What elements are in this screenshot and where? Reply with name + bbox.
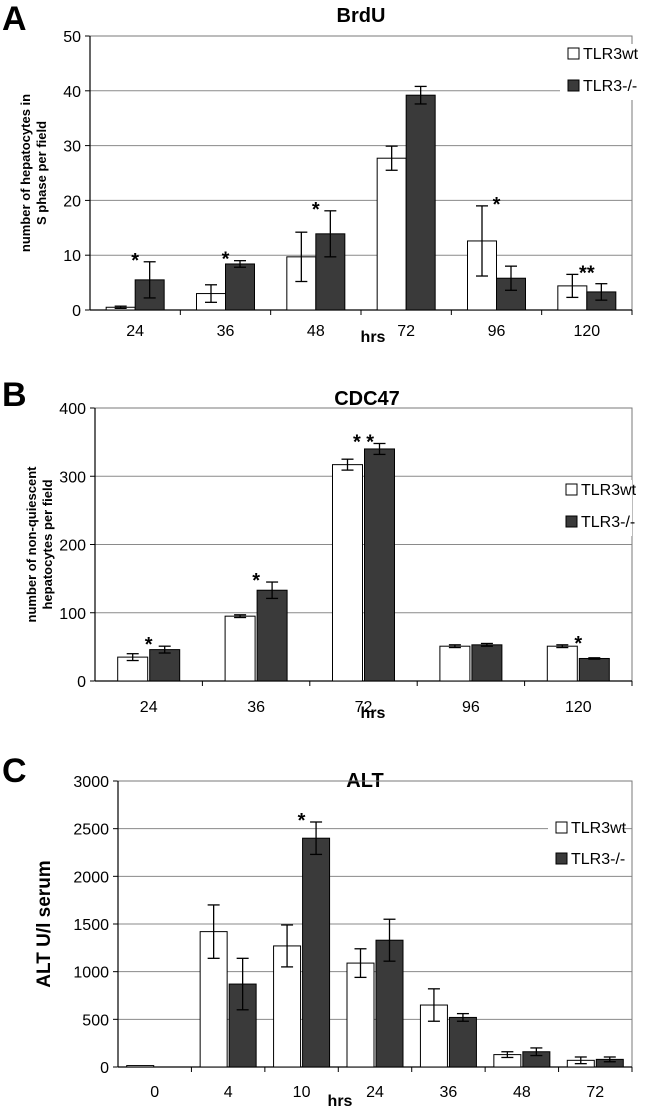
y-axis-label: number of non-quiescenthepatocytes per f…	[24, 466, 55, 623]
legend-swatch	[565, 483, 578, 496]
y-tick-label: 10	[63, 248, 81, 265]
bar-tlr3wt	[546, 645, 578, 682]
bar-tlr3wt	[376, 157, 407, 311]
bar-tlr3wt	[346, 962, 375, 1068]
y-tick-label: 400	[59, 401, 86, 418]
legend-swatch	[567, 79, 580, 92]
bar-tlr3wt	[126, 1065, 155, 1068]
bar-tlr3ko	[405, 94, 436, 311]
x-tick-label: 120	[565, 699, 592, 716]
x-tick-label: 36	[247, 699, 265, 716]
y-tick-label: 2500	[73, 822, 109, 839]
x-tick-label: 24	[140, 699, 158, 716]
chart-b: 0 100 200 300 400 24 * 36 * 72 * * 96 120 * hrs number …	[24, 401, 637, 722]
x-tick-label: 48	[513, 1084, 531, 1101]
y-axis-label: ALT U/l serum	[34, 860, 55, 987]
x-tick-label: 72	[397, 323, 415, 340]
bar-tlr3ko	[471, 644, 503, 682]
y-tick-label: 40	[63, 84, 81, 101]
y-tick-label: 1500	[73, 917, 109, 934]
legend-label: TLR3wt	[583, 46, 639, 63]
x-tick-label: 72	[355, 699, 373, 716]
y-axis-label-line: number of non-quiescent	[24, 466, 39, 623]
legend-swatch	[565, 515, 578, 528]
legend-swatch	[555, 821, 568, 834]
y-axis-label: number of hepatocytes inS phase per fiel…	[18, 94, 49, 252]
significance-marker: *	[131, 250, 139, 272]
significance-marker: **	[579, 262, 595, 284]
x-tick-label: 0	[150, 1084, 159, 1101]
legend-swatch	[567, 47, 580, 60]
chart-title-a: BrdU	[337, 5, 386, 27]
x-tick-label: 10	[293, 1084, 311, 1101]
y-tick-label: 300	[59, 469, 86, 486]
y-tick-label: 1000	[73, 965, 109, 982]
y-tick-label: 200	[59, 538, 86, 555]
chart-title-b: CDC47	[334, 388, 400, 410]
bar-tlr3ko	[302, 837, 331, 1068]
y-tick-label: 0	[100, 1060, 109, 1077]
y-tick-label: 30	[63, 139, 81, 156]
x-tick-label: 36	[217, 323, 235, 340]
x-tick-label: 48	[307, 323, 325, 340]
significance-marker: *	[252, 570, 260, 592]
bar-tlr3wt	[224, 615, 256, 682]
bar-tlr3ko	[448, 1016, 477, 1068]
bar-tlr3ko	[149, 649, 181, 682]
bar-tlr3wt	[332, 464, 363, 682]
y-tick-label: 50	[63, 29, 81, 46]
legend-label: TLR3wt	[571, 820, 627, 837]
y-axis-label-line: hepatocytes per field	[40, 479, 55, 609]
bar-tlr3ko	[256, 589, 288, 682]
panel-letter-c: C	[2, 752, 27, 790]
x-tick-label: 72	[586, 1084, 604, 1101]
y-tick-label: 20	[63, 193, 81, 210]
significance-marker: * *	[353, 431, 374, 453]
panel-letter-a: A	[2, 0, 27, 38]
y-axis-label-line: number of hepatocytes in	[18, 94, 33, 252]
x-tick-label: 24	[366, 1084, 384, 1101]
significance-marker: *	[298, 810, 306, 832]
legend-label: TLR3-/-	[583, 78, 637, 95]
y-axis-label-line: S phase per field	[34, 121, 49, 225]
significance-marker: *	[493, 194, 501, 216]
legend-swatch	[555, 852, 568, 865]
x-tick-label: 96	[462, 699, 480, 716]
chart-c: 0 500 1000 1500 2000 2500 3000 0 4 10 * 24 36 48 72 hrs…	[34, 774, 633, 1110]
x-axis-label: hrs	[361, 329, 386, 346]
y-tick-label: 100	[59, 606, 86, 623]
y-tick-label: 0	[72, 303, 81, 320]
bar-tlr3ko	[225, 263, 255, 311]
y-tick-label: 2000	[73, 869, 109, 886]
x-tick-label: 120	[573, 323, 600, 340]
legend-label: TLR3-/-	[581, 514, 635, 531]
plot-frame	[89, 35, 633, 311]
x-axis-label: hrs	[328, 1093, 353, 1110]
y-tick-label: 3000	[73, 774, 109, 791]
bar-tlr3wt	[439, 645, 471, 682]
significance-marker: *	[222, 249, 230, 271]
x-tick-label: 96	[488, 323, 506, 340]
panel-a: A BrdU 0 10 20 30 40 50 24 * 36 * 48 * 72 96 * 120 ** hrs…	[2, 0, 639, 346]
x-tick-label: 4	[224, 1084, 233, 1101]
x-tick-label: 24	[126, 323, 144, 340]
panel-letter-b: B	[2, 376, 27, 414]
legend-label: TLR3-/-	[571, 851, 625, 868]
significance-marker: *	[145, 634, 153, 656]
panel-b: B CDC47 0 100 200 300 400 24 * 36 * 72 * * 96 120 * hr…	[2, 376, 637, 722]
y-tick-label: 500	[82, 1012, 109, 1029]
significance-marker: *	[312, 199, 320, 221]
bar-tlr3ko	[364, 448, 395, 682]
bar-tlr3ko	[578, 657, 610, 682]
significance-marker: *	[574, 633, 582, 655]
x-axis-label: hrs	[361, 705, 386, 722]
x-tick-label: 36	[440, 1084, 458, 1101]
legend-label: TLR3wt	[581, 482, 637, 499]
y-tick-label: 0	[77, 674, 86, 691]
chart-a: 0 10 20 30 40 50 24 * 36 * 48 * 72 96 * 120 ** hrs number …	[18, 29, 639, 346]
